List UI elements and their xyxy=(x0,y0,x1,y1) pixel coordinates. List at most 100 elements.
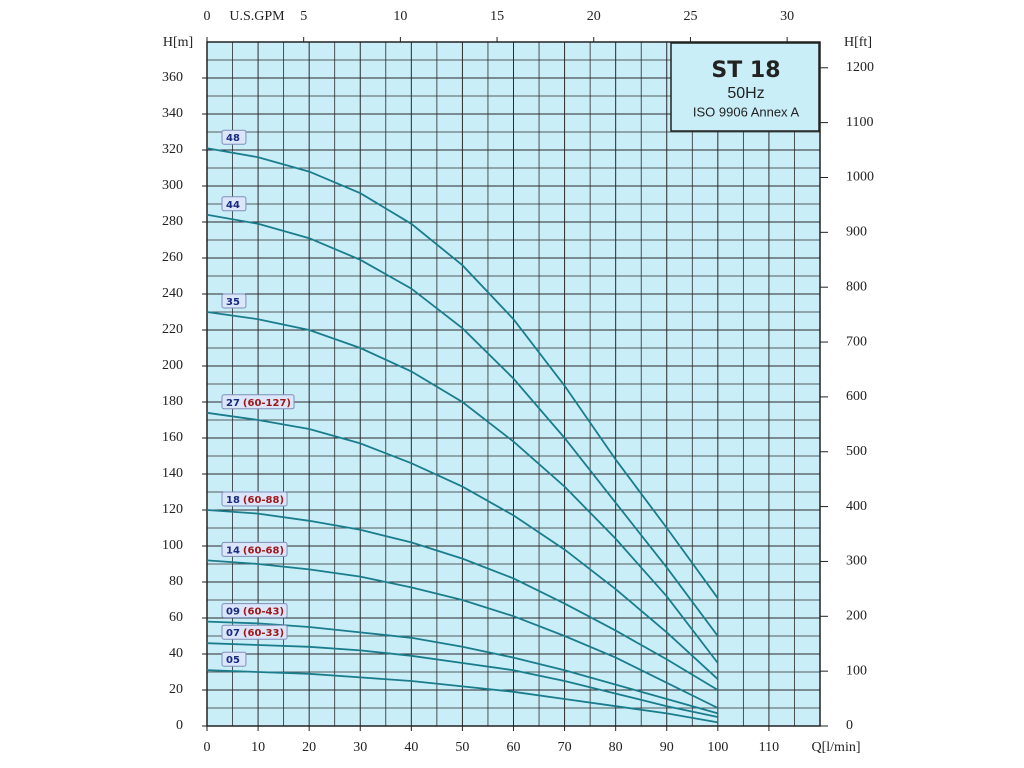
y2-tick-label: 900 xyxy=(846,225,867,240)
x-tick-label: 10 xyxy=(251,740,265,755)
y-tick-label: 340 xyxy=(162,106,183,121)
pump-curve xyxy=(206,669,718,724)
y-tick-label: 240 xyxy=(162,286,183,301)
curve-label-range: (60-127) xyxy=(243,398,291,409)
curve-label-box xyxy=(221,541,288,557)
curve-label: 35 xyxy=(221,293,247,309)
y2-axis-label: H[ft] xyxy=(844,35,872,50)
curve-label-text: 07 (60-33) xyxy=(226,628,284,639)
y-tick-label: 260 xyxy=(162,250,183,265)
curve-label: 09 (60-43) xyxy=(221,603,288,619)
y2-tick-label: 200 xyxy=(846,609,867,624)
curve-label-box xyxy=(221,196,247,212)
pump-curve xyxy=(206,559,719,709)
y-tick-label: 160 xyxy=(162,430,183,445)
y-tick-label: 60 xyxy=(169,610,183,625)
y-tick-label: 280 xyxy=(162,214,183,229)
curve-label-name: 07 xyxy=(226,628,240,639)
y-tick-label: 180 xyxy=(162,394,183,409)
info-box-frame xyxy=(670,42,820,132)
curve-label: 27 (60-127) xyxy=(221,394,295,410)
y-tick-label: 20 xyxy=(169,682,183,697)
curve-label-range: (60-43) xyxy=(243,607,284,618)
x-axis-label: Q[l/min] xyxy=(812,740,861,755)
curve-label: 05 xyxy=(221,651,247,667)
x2-tick-label: 10 xyxy=(393,9,407,24)
y-tick-label: 300 xyxy=(162,178,183,193)
curve-label-range: (60-88) xyxy=(243,495,284,506)
x-tick-label: 80 xyxy=(609,740,623,755)
y2-tick-label: 1000 xyxy=(846,170,874,185)
curve-label-box xyxy=(221,394,295,410)
y2-tick-label: 100 xyxy=(846,663,867,678)
x-tick-label: 70 xyxy=(558,740,572,755)
curve-label: 48 xyxy=(221,129,247,145)
y2-tick-label: 0 xyxy=(846,718,853,733)
y2-tick-label: 300 xyxy=(846,554,867,569)
info-box: ST 18 50Hz ISO 9906 Annex A xyxy=(670,42,820,132)
pump-curve xyxy=(206,213,719,637)
y-axis-label: H[m] xyxy=(163,35,193,50)
y2-tick-label: 500 xyxy=(846,444,867,459)
x-tick-label: 0 xyxy=(204,740,211,755)
y-tick-label: 40 xyxy=(169,646,183,661)
pump-curve xyxy=(206,147,719,599)
x-tick-label: 20 xyxy=(302,740,316,755)
y-tick-label: 360 xyxy=(162,70,183,85)
pump-curve xyxy=(206,411,719,680)
pump-curve xyxy=(206,620,719,715)
y-tick-label: 320 xyxy=(162,142,183,157)
curve-label-range: (60-68) xyxy=(243,545,284,556)
curve-label-name: 27 xyxy=(226,398,240,409)
x2-tick-label: 0 xyxy=(204,9,211,24)
curve-label: 18 (60-88) xyxy=(221,491,288,507)
info-frequency: 50Hz xyxy=(727,85,764,102)
curve-label-box xyxy=(221,624,288,640)
curve-label-name: 14 xyxy=(226,545,240,556)
curve-label-name: 05 xyxy=(226,655,240,666)
y-tick-label: 80 xyxy=(169,574,183,589)
curve-label-box xyxy=(221,651,247,667)
curve-label-text: 14 (60-68) xyxy=(226,545,284,556)
x2-tick-label: 20 xyxy=(587,9,601,24)
y2-tick-label: 600 xyxy=(846,389,867,404)
curve-label-text: 48 xyxy=(226,133,240,144)
x-tick-label: 50 xyxy=(455,740,469,755)
curve-label-name: 18 xyxy=(226,495,240,506)
curve-label-text: 27 (60-127) xyxy=(226,398,291,409)
y-tick-label: 100 xyxy=(162,538,183,553)
x-tick-label: 90 xyxy=(660,740,674,755)
info-title: ST 18 xyxy=(711,58,780,83)
curve-label-box xyxy=(221,129,247,145)
curve-label-box xyxy=(221,603,288,619)
x2-tick-label: 30 xyxy=(780,9,794,24)
curve-label-text: 44 xyxy=(226,200,240,211)
curve-label-box xyxy=(221,491,288,507)
info-standard: ISO 9906 Annex A xyxy=(693,104,800,119)
curve-label-name: 44 xyxy=(226,200,240,211)
y-tick-label: 120 xyxy=(162,502,183,517)
curve-label-name: 09 xyxy=(226,607,240,618)
curve-label-name: 48 xyxy=(226,133,240,144)
curve-label: 44 xyxy=(221,196,247,212)
y2-tick-label: 1100 xyxy=(846,115,873,130)
curve-label: 07 (60-33) xyxy=(221,624,288,640)
y-tick-label: 220 xyxy=(162,322,183,337)
pump-curve xyxy=(206,509,719,691)
x2-tick-label: 5 xyxy=(300,9,307,24)
x2-tick-label: 25 xyxy=(683,9,697,24)
curve-label-text: 05 xyxy=(226,655,240,666)
curve-label-range: (60-33) xyxy=(243,628,284,639)
curve-label-text: 35 xyxy=(226,297,240,308)
curve-label-box xyxy=(221,293,247,309)
x2-tick-label: 15 xyxy=(490,9,504,24)
y2-tick-label: 700 xyxy=(846,334,867,349)
pump-curve xyxy=(206,642,718,718)
curve-label-text: 18 (60-88) xyxy=(226,495,284,506)
y2-tick-label: 1200 xyxy=(846,60,874,75)
curve-label-text: 09 (60-43) xyxy=(226,607,284,618)
x2-axis-label: U.S.GPM xyxy=(229,9,285,24)
y-tick-label: 200 xyxy=(162,358,183,373)
curve-label: 14 (60-68) xyxy=(221,541,288,557)
